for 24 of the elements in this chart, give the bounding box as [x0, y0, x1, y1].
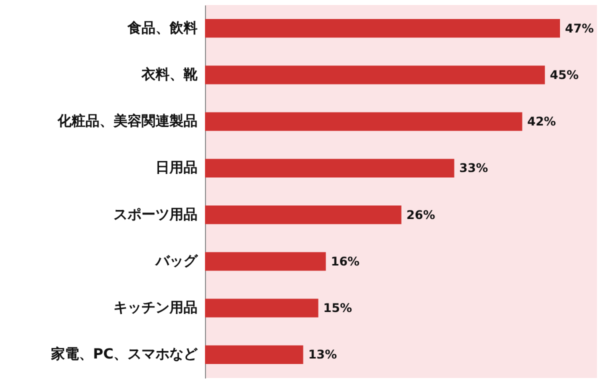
bar	[205, 112, 522, 131]
y-tick-label: 衣料、靴	[140, 66, 198, 83]
bar	[205, 252, 326, 271]
data-label: 15%	[323, 301, 352, 316]
y-tick-label: キッチン用品	[114, 300, 198, 316]
y-tick-label: 化粧品、美容関連製品	[56, 112, 198, 130]
data-label: 45%	[550, 68, 579, 82]
y-tick-label: 日用品	[156, 160, 198, 176]
data-label: 42%	[527, 114, 556, 129]
y-tick-label: 家電、PC、スマホなど	[50, 346, 198, 363]
data-label: 13%	[308, 348, 337, 362]
bar	[205, 66, 545, 84]
y-tick-label: 食品、飲料	[126, 20, 198, 36]
bar	[205, 345, 304, 364]
data-label: 33%	[459, 161, 488, 176]
data-label: 16%	[330, 254, 360, 268]
y-tick-label: バッグ	[154, 253, 198, 270]
bar	[205, 205, 402, 224]
y-tick-label: スポーツ用品	[114, 206, 198, 223]
bar	[205, 18, 560, 38]
bar	[205, 298, 318, 318]
bar	[205, 158, 454, 178]
data-label: 47%	[565, 21, 594, 36]
data-label: 26%	[406, 208, 436, 222]
